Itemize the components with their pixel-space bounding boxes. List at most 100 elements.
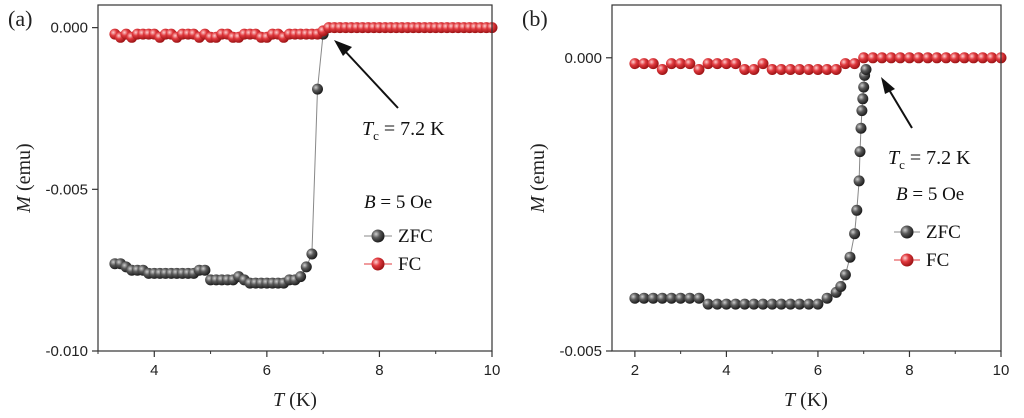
panel-b-zfc-line	[634, 69, 867, 305]
panel-b-zfc-point	[851, 204, 863, 216]
panel-b-x-axis-unit: (K)	[795, 389, 828, 411]
panel-b-y-axis-unit: (emu)	[527, 143, 549, 196]
panel-b-zfc-point	[854, 146, 866, 158]
panel-a-zfc-point	[306, 248, 318, 260]
panel-b-fc-point	[748, 64, 760, 75]
panel-b-fc-point	[693, 64, 705, 75]
panel-b-fc-point	[629, 58, 641, 70]
panel-a-y-tick-label: 0.000	[50, 20, 88, 37]
panel-a-tc-arrowhead	[334, 40, 352, 56]
panel-a-tc-label: Tc = 7.2 K	[362, 118, 445, 143]
panel-b-y-tick-label: 0.000	[564, 50, 602, 67]
panel-b-fc-point	[702, 58, 714, 70]
panel-a-zfc-line	[114, 34, 324, 284]
panel-b-plot-area: 2 4 6 8 10 0.000 -0.005	[559, 50, 1009, 379]
panel-b-fc-point	[675, 58, 687, 70]
panel-b-fc-point	[684, 58, 696, 70]
panel-b-zfc-point	[835, 281, 847, 292]
panel-b-fc-point	[785, 64, 796, 75]
panel-b-fc-point	[986, 52, 998, 64]
panel-b-zfc-point	[853, 175, 865, 187]
panel-b-fc-point	[647, 58, 659, 70]
panel-b-fc-point	[922, 52, 934, 64]
panel-a-x-tick-label: 10	[484, 362, 501, 379]
panel-b-x-tick-label: 4	[722, 362, 730, 379]
panel-b-zfc-point	[844, 251, 856, 263]
panel-b-fc-point	[977, 52, 989, 64]
panel-b-zfc-point	[693, 292, 705, 304]
panel-a-legend-zfc-label: ZFC	[398, 226, 433, 247]
panel-a-x-tick-label: 6	[263, 362, 271, 379]
panel-b-fc-point	[775, 64, 787, 75]
panel-b-legend-fc-marker	[900, 253, 914, 267]
panel-a: (a) 4 6 8 10 0.000 -0.005 -0.010 T (K) M (emu)…	[8, 4, 501, 411]
panel-a-field-label: B = 5 Oe	[364, 192, 432, 213]
panel-a-tc-annotation: Tc = 7.2 K	[334, 40, 445, 143]
panel-b-fc-point	[666, 58, 677, 70]
panel-label-a: (a)	[8, 6, 32, 31]
panel-b-tc-label: Tc = 7.2 K	[888, 147, 971, 172]
panel-b-x-tick-label: 8	[905, 362, 913, 379]
panel-b-fc-point	[894, 52, 906, 64]
panel-b-zfc-point	[638, 292, 650, 304]
panel-b-zfc-point	[839, 269, 851, 281]
panel-a-y-tick-label: -0.010	[45, 343, 88, 360]
panel-b-zfc-point	[855, 122, 867, 134]
panel-b-x-axis-symbol: T	[784, 389, 797, 411]
panel-b-fc-point	[821, 64, 833, 75]
panel-b-fc-point	[638, 58, 650, 70]
panel-b-zfc-point	[748, 298, 760, 310]
panel-b-legend-zfc-label: ZFC	[926, 222, 961, 243]
panel-a-zfc-point	[312, 83, 323, 95]
panel-b-fc-point	[858, 52, 870, 64]
panel-b-fc-point	[757, 58, 769, 70]
panel-b-fc-point	[958, 52, 970, 64]
panel-a-x-tick-label: 8	[375, 362, 383, 379]
panel-b-zfc-point	[757, 298, 769, 310]
panel-b-fc-point	[739, 64, 751, 75]
panel-b-legend-fc-label: FC	[926, 250, 949, 271]
panel-b-y-axis-title: M (emu)	[527, 143, 549, 213]
panel-b-zfc-point	[803, 298, 815, 310]
panel-b-y-axis-symbol: M	[527, 195, 549, 214]
panel-b-zfc-point	[684, 292, 696, 304]
panel-b-zfc-point	[849, 228, 861, 240]
panel-b-zfc-point	[711, 298, 723, 310]
panel-b-zfc-point	[858, 81, 870, 93]
panel-b-fc-point	[949, 52, 961, 64]
panel-b-zfc-point	[860, 64, 872, 75]
panel-b-zfc-point	[629, 292, 641, 304]
panel-b-zfc-point	[857, 93, 869, 105]
panel-a-zfc-point	[199, 264, 211, 276]
panel-b: (b) 2 4 6 8 10 0.000 -0.005 T (K) M (emu) Tc =…	[522, 4, 1009, 411]
panel-b-fc-point	[656, 64, 668, 75]
panel-a-legend: ZFC FC	[364, 226, 433, 275]
panel-a-tc-arrow-shaft	[343, 49, 399, 109]
panel-b-zfc-point	[739, 298, 751, 310]
panel-a-y-axis-unit: (emu)	[13, 143, 35, 196]
panel-b-fc-point	[913, 52, 925, 64]
panel-a-legend-fc-label: FC	[398, 254, 421, 275]
panel-b-x-axis-title: T (K)	[784, 389, 828, 411]
panel-b-legend-zfc-marker	[900, 225, 914, 239]
panel-a-zfc-point	[295, 271, 307, 283]
panel-b-fc-point	[830, 64, 842, 75]
panel-b-tc-subscript: c	[899, 157, 905, 172]
panel-a-zfc-point	[300, 261, 312, 273]
panel-b-x-tick-label: 6	[814, 362, 822, 379]
panel-a-field-value: = 5 Oe	[376, 192, 433, 213]
panel-a-tc-value: = 7.2 K	[379, 118, 445, 140]
panel-a-legend-fc-marker	[371, 257, 385, 271]
panel-b-tc-symbol: T	[888, 147, 901, 169]
panel-b-x-tick-label: 10	[993, 362, 1010, 379]
panel-b-zfc-point	[785, 298, 796, 310]
panel-b-tc-value: = 7.2 K	[905, 147, 971, 169]
panel-b-fc-point	[766, 64, 778, 75]
panel-a-frame	[97, 4, 493, 352]
panel-b-fc-point	[940, 52, 952, 64]
panel-a-x-axis-symbol: T	[273, 389, 286, 411]
panel-label-b: (b)	[522, 6, 548, 31]
panel-b-y-tick-label: -0.005	[559, 343, 602, 360]
panel-b-fc-point	[839, 58, 851, 70]
